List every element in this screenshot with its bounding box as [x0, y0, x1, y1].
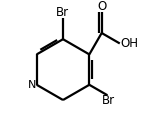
Text: O: O — [97, 0, 106, 13]
Text: OH: OH — [120, 37, 138, 50]
Text: N: N — [28, 80, 36, 90]
Text: Br: Br — [102, 94, 115, 108]
Text: Br: Br — [55, 6, 69, 19]
